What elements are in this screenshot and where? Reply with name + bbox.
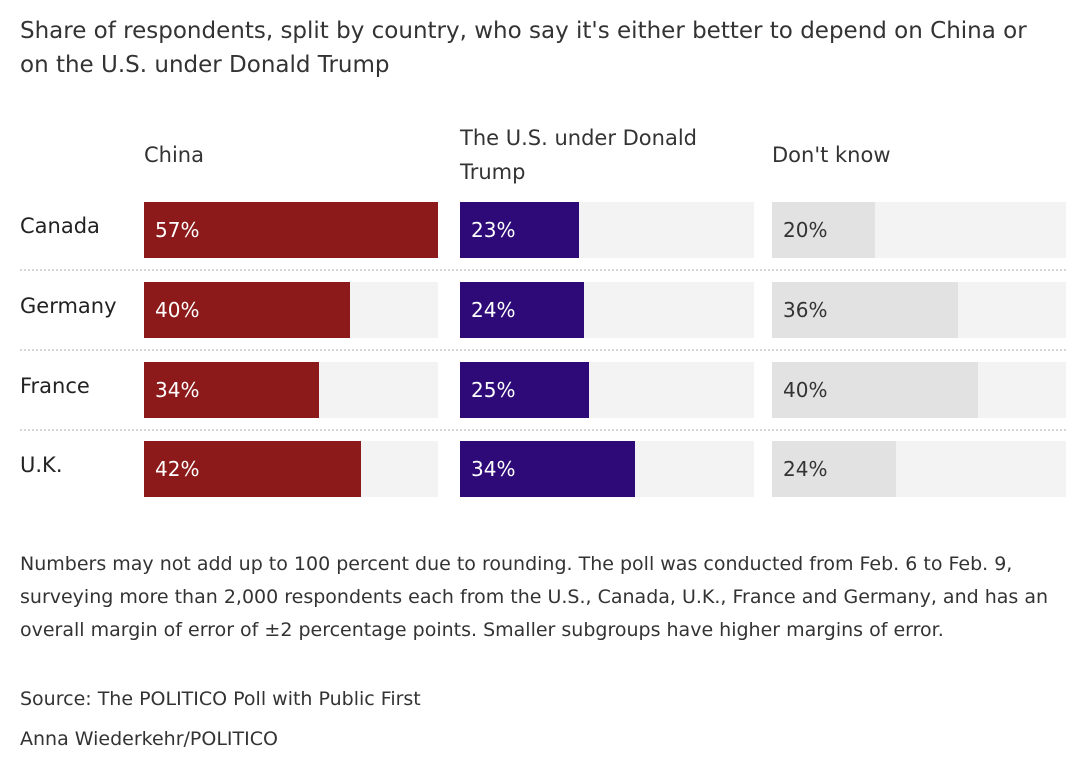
- data-label: 23%: [471, 218, 516, 242]
- bar-track: 20%: [772, 202, 1066, 258]
- bar-track: 40%: [772, 362, 1066, 418]
- bar-track: 25%: [460, 362, 754, 418]
- data-label: 24%: [471, 298, 516, 322]
- bar-track: 23%: [460, 202, 754, 258]
- bar: [460, 441, 636, 497]
- bar: [460, 202, 579, 258]
- bar: [772, 362, 979, 418]
- data-label: 34%: [155, 378, 200, 402]
- row-label: France: [20, 374, 90, 398]
- bar: [144, 282, 351, 338]
- bar: [772, 282, 958, 338]
- bar-track: 42%: [144, 441, 438, 497]
- data-label: 36%: [783, 298, 828, 322]
- chart-title: Share of respondents, split by country, …: [20, 18, 1027, 78]
- bar: [144, 362, 320, 418]
- bar: [460, 282, 584, 338]
- bar-track: 24%: [460, 282, 754, 338]
- row-label: Germany: [20, 294, 117, 318]
- source: Source: The POLITICO Poll with Public Fi…: [20, 688, 421, 710]
- bar-track: 24%: [772, 441, 1066, 497]
- row-divider: [20, 349, 1066, 351]
- bar: [144, 441, 361, 497]
- row-divider: [20, 429, 1066, 431]
- bar: [460, 362, 589, 418]
- row-label: U.K.: [20, 453, 63, 477]
- row-divider: [20, 269, 1066, 271]
- bar: [772, 441, 896, 497]
- bar: [144, 202, 438, 258]
- bar-track: 34%: [144, 362, 438, 418]
- bar: [772, 202, 876, 258]
- bar-track: 34%: [460, 441, 754, 497]
- data-label: 20%: [783, 218, 828, 242]
- data-label: 34%: [471, 457, 516, 481]
- data-label: 40%: [783, 378, 828, 402]
- row-label: Canada: [20, 214, 100, 238]
- data-label: 24%: [783, 457, 828, 481]
- data-label: 25%: [471, 378, 516, 402]
- column-header-1: The U.S. under Donald Trump: [460, 126, 697, 184]
- column-header-2: Don't know: [772, 143, 891, 167]
- data-label: 57%: [155, 218, 200, 242]
- chart-notes: Numbers may not add up to 100 percent du…: [20, 553, 1049, 641]
- credit: Anna Wiederkehr/POLITICO: [20, 728, 278, 750]
- bar-track: 36%: [772, 282, 1066, 338]
- data-label: 42%: [155, 457, 200, 481]
- data-label: 40%: [155, 298, 200, 322]
- bar-track: 57%: [144, 202, 438, 258]
- bar-track: 40%: [144, 282, 438, 338]
- column-header-0: China: [144, 143, 204, 167]
